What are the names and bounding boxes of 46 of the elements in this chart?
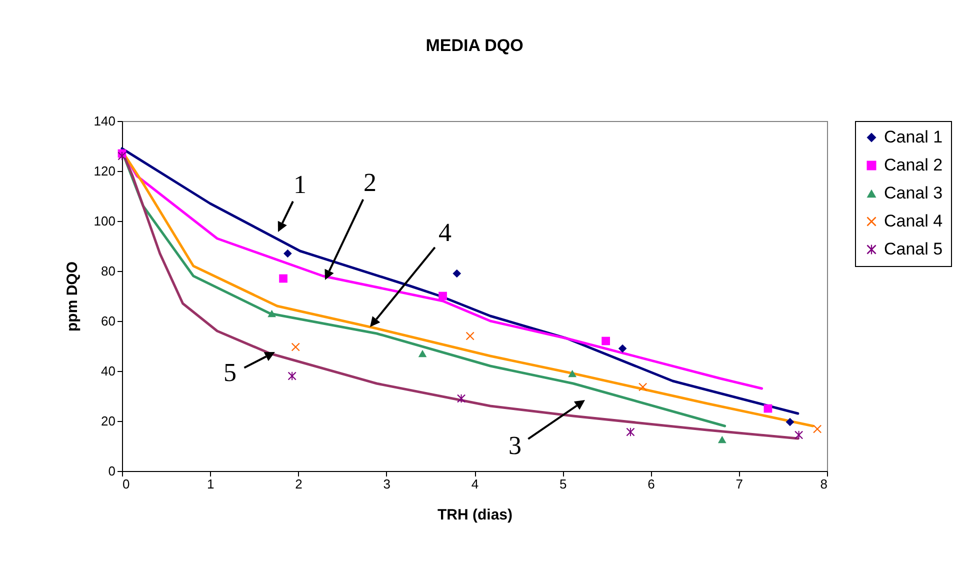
x-tick-label: 2 — [295, 476, 302, 492]
x-axis-title: TRH (dias) — [438, 506, 513, 524]
point — [813, 424, 822, 434]
y-tick-label: 0 — [108, 464, 116, 478]
point — [418, 350, 427, 358]
y-axis-title: ppm DQO — [64, 261, 81, 332]
point — [268, 310, 276, 318]
annotation: 4 — [438, 218, 452, 247]
y-tick-label: 80 — [101, 264, 116, 278]
x-tick-label: 7 — [736, 476, 743, 492]
legend-label: Canal 2 — [884, 156, 943, 174]
annotation: 3 — [508, 430, 522, 460]
y-tick-label: 100 — [94, 214, 116, 228]
x-tick-label: 4 — [471, 476, 479, 492]
x-tick-label: 8 — [820, 476, 828, 492]
y-tick-label: 120 — [94, 164, 116, 178]
y-tick-label: 20 — [101, 414, 116, 428]
annotation: 1 — [294, 170, 306, 199]
annotation: 2 — [364, 168, 376, 197]
point — [764, 404, 772, 413]
x-tick-label: 3 — [383, 476, 390, 492]
x-tick-label: 6 — [648, 476, 655, 492]
point — [638, 382, 647, 392]
chart-title: MEDIA DQO — [426, 36, 524, 55]
legend-label: Canal 4 — [884, 212, 943, 230]
x-tick-label: 0 — [122, 476, 130, 492]
legend-label: Canal 1 — [884, 128, 943, 146]
point — [786, 418, 794, 426]
point — [794, 430, 803, 440]
legend-label: Canal 3 — [884, 184, 943, 202]
point — [283, 249, 292, 258]
point — [718, 436, 726, 444]
y-tick-label: 140 — [94, 114, 116, 128]
legend-label: Canal 5 — [884, 240, 943, 258]
point — [452, 269, 462, 278]
point — [568, 370, 576, 378]
y-tick-label: 40 — [101, 364, 116, 378]
point — [457, 394, 466, 403]
point — [602, 336, 610, 346]
point — [438, 292, 447, 300]
point — [279, 274, 288, 283]
annotation: 5 — [224, 358, 236, 387]
point — [618, 344, 627, 353]
x-tick-label: 1 — [207, 476, 214, 492]
y-tick-label: 60 — [101, 314, 116, 328]
x-tick-label: 5 — [560, 476, 567, 492]
